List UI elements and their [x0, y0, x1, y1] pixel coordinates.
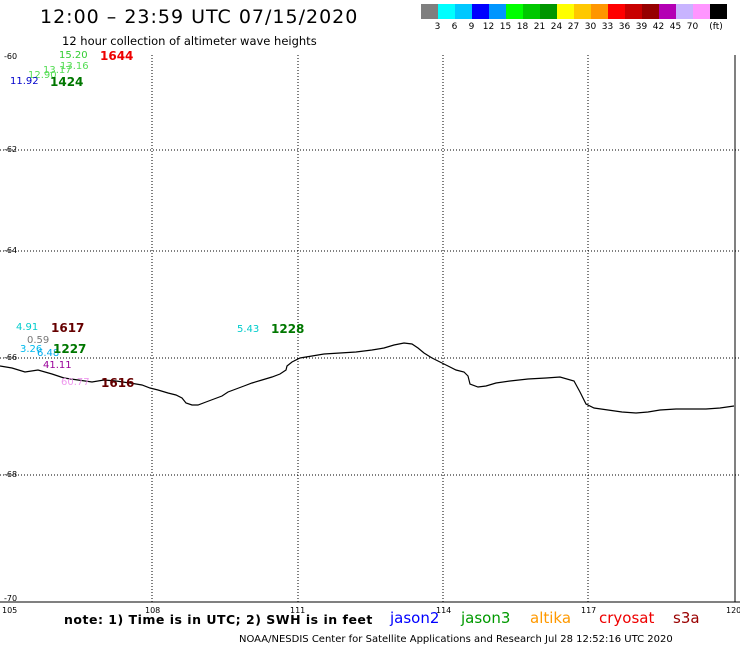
- legend-label-1: 3: [434, 22, 441, 32]
- lat-label-68: -68: [4, 470, 18, 479]
- legend-label-11: 33: [601, 22, 614, 32]
- swh-label: 60.77: [61, 377, 90, 388]
- lat-label-70: -70: [4, 594, 18, 603]
- legend-swatch-2: [455, 4, 472, 19]
- page-title: 12:00 – 23:59 UTC 07/15/2020: [40, 6, 359, 28]
- legend-swatch-8: [557, 4, 574, 19]
- lon-label-105: 105: [2, 606, 18, 615]
- footer-note: note: 1) Time is in UTC; 2) SWH is in fe…: [64, 612, 373, 627]
- sat-legend-jason3: jason3: [461, 609, 511, 627]
- legend-label-12: 36: [618, 22, 631, 32]
- lat-label-64: -64: [4, 246, 18, 255]
- legend-swatch-6: [523, 4, 540, 19]
- legend-label-14: 42: [652, 22, 665, 32]
- lon-label-111: 111: [290, 606, 306, 615]
- swh-label: 13.17: [43, 65, 72, 76]
- legend-swatch-9: [574, 4, 591, 19]
- swh-label: 5.43: [237, 324, 260, 335]
- legend-label-7: 21: [533, 22, 546, 32]
- swh-label: 6.48: [37, 348, 60, 359]
- legend-unit-label: (ft): [709, 22, 723, 32]
- swh-label: 13.16: [60, 61, 89, 72]
- legend-swatch-10: [591, 4, 608, 19]
- pass-time-label: 1227: [53, 342, 87, 356]
- swh-label: 11.92: [10, 76, 39, 87]
- legend-label-4: 12: [482, 22, 495, 32]
- swh-label: 3.26: [20, 344, 43, 355]
- lat-label-66: -66: [4, 353, 18, 362]
- legend-label-3: 9: [468, 22, 475, 32]
- pass-time-label: 1617: [51, 321, 85, 335]
- legend-swatch-0: [421, 4, 438, 19]
- sat-legend-jason2: jason2: [390, 609, 440, 627]
- sat-legend-cryosat: cryosat: [599, 609, 655, 627]
- legend-swatch-4: [489, 4, 506, 19]
- lat-label-62: -62: [4, 145, 18, 154]
- legend-label-13: 39: [635, 22, 648, 32]
- swh-label: 41.11: [43, 360, 72, 371]
- pass-time-label: 1644: [100, 49, 134, 63]
- legend-swatch-13: [642, 4, 659, 19]
- page-subtitle: 12 hour collection of altimeter wave hei…: [62, 34, 317, 48]
- legend-swatch-3: [472, 4, 489, 19]
- legend-label-8: 24: [550, 22, 563, 32]
- legend-label-16: 70: [686, 22, 699, 32]
- pass-time-label: 1424: [50, 75, 84, 89]
- swh-label: 4.91: [16, 322, 39, 333]
- sat-legend-s3a: s3a: [673, 609, 700, 627]
- pass-time-label: 1616: [101, 376, 135, 390]
- legend-label-6: 18: [516, 22, 529, 32]
- antarctic-coastline: [0, 342, 735, 414]
- legend-swatch-15: [676, 4, 693, 19]
- lat-label-60: -60: [4, 52, 18, 61]
- lon-label-108: 108: [145, 606, 161, 615]
- swh-label: 12.90: [28, 70, 57, 81]
- swh-label: 0.59: [27, 335, 50, 346]
- swh-label: 15.20: [59, 50, 88, 61]
- legend-label-9: 27: [567, 22, 580, 32]
- sat-legend-altika: altika: [530, 609, 572, 627]
- legend-swatch-14: [659, 4, 676, 19]
- lon-label-120: 120: [726, 606, 740, 615]
- legend-swatch-17: [710, 4, 727, 19]
- footer-credit: NOAA/NESDIS Center for Satellite Applica…: [239, 634, 673, 645]
- legend-label-15: 45: [669, 22, 682, 32]
- legend-swatch-5: [506, 4, 523, 19]
- legend-swatch-7: [540, 4, 557, 19]
- legend-swatch-12: [625, 4, 642, 19]
- legend-swatch-16: [693, 4, 710, 19]
- graticule: [0, 55, 740, 602]
- legend-label-2: 6: [451, 22, 458, 32]
- lon-label-114: 114: [436, 606, 452, 615]
- legend-label-10: 30: [584, 22, 597, 32]
- legend-swatch-11: [608, 4, 625, 19]
- legend-label-5: 15: [499, 22, 512, 32]
- legend-swatch-1: [438, 4, 455, 19]
- pass-time-label: 1228: [271, 322, 305, 336]
- lon-label-117: 117: [581, 606, 597, 615]
